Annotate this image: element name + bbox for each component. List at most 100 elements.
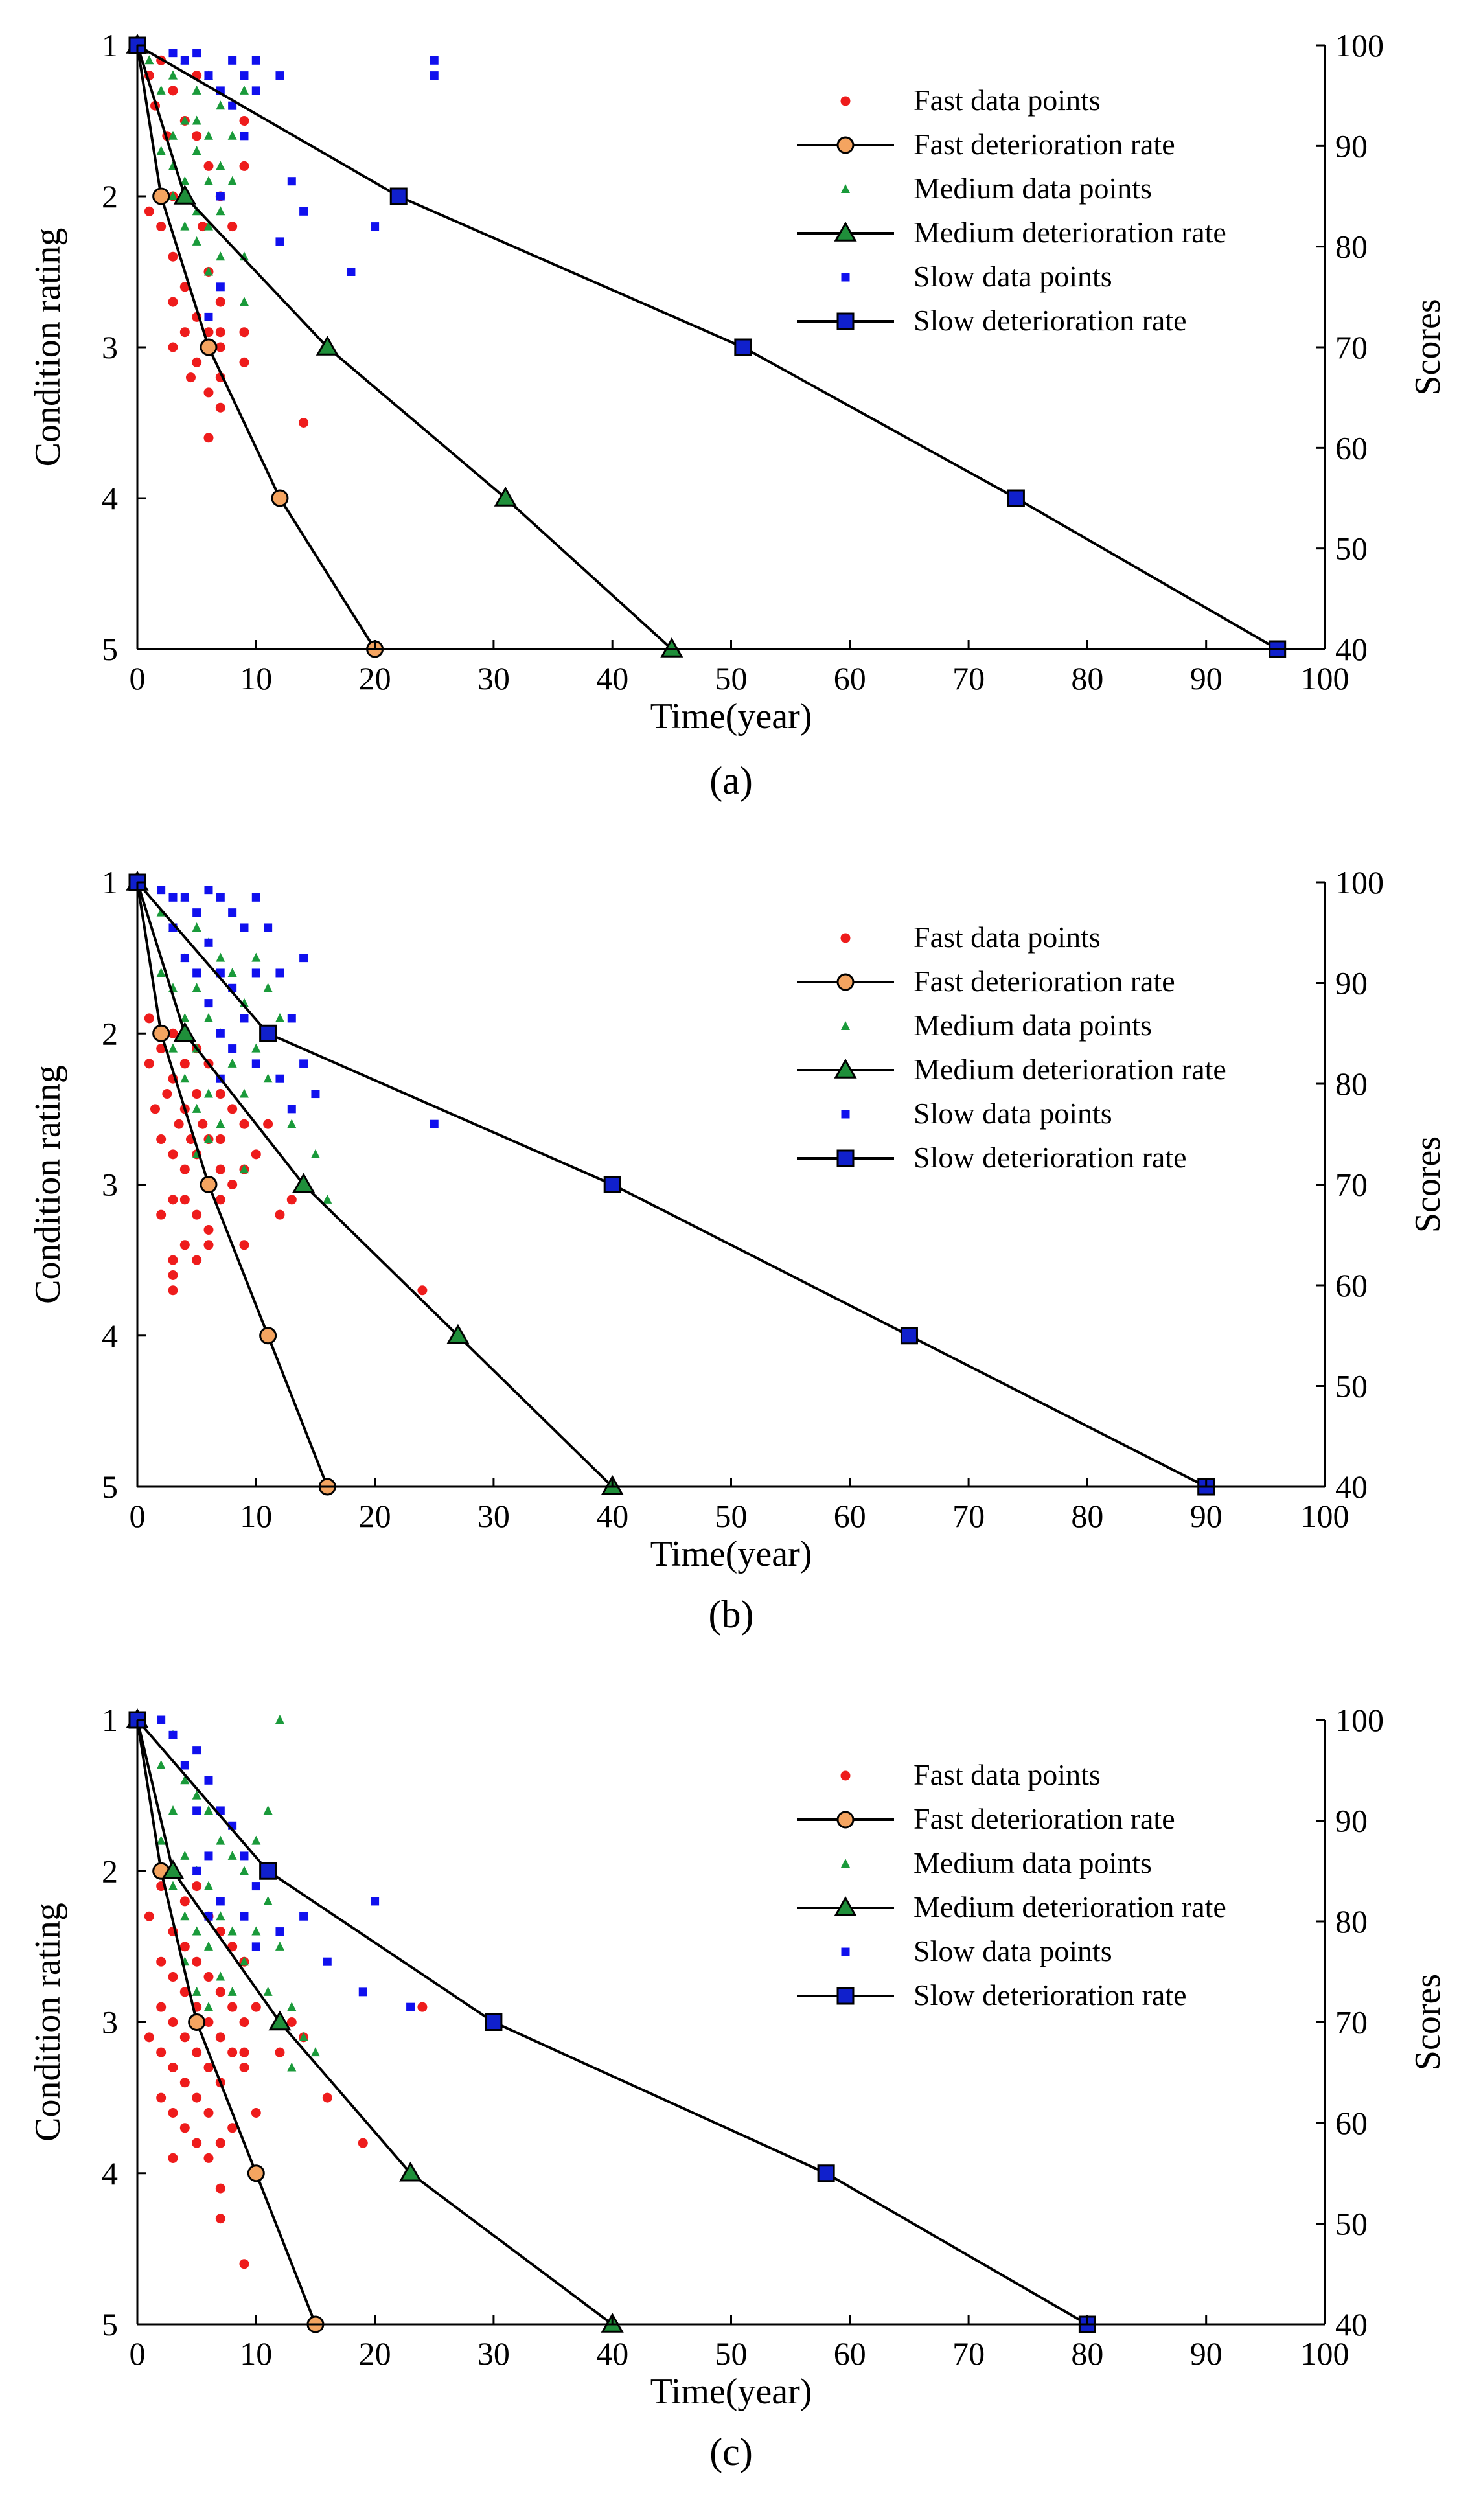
slow-data-point	[299, 207, 308, 216]
fast-data-point	[179, 1164, 190, 1174]
legend-label: Medium data points	[913, 1846, 1152, 1879]
medium-data-point	[216, 952, 225, 962]
y-tick-label-right: 90	[1335, 965, 1368, 1002]
x-tick-label: 10	[240, 1498, 272, 1534]
medium-data-point	[287, 2002, 297, 2011]
medium-data-point	[216, 1911, 225, 1921]
fast-data-point	[168, 2107, 178, 2118]
medium-data-point	[168, 1805, 178, 1815]
y-tick-label-left: 3	[102, 329, 118, 365]
legend-fast-point-symbol	[840, 1770, 851, 1781]
y-tick-label-right: 90	[1335, 1803, 1368, 1839]
y-tick-label-right: 100	[1335, 864, 1384, 900]
legend-item-fast-pts: Fast data points	[840, 84, 1101, 117]
legend-item-slow-line: Slow deterioration rate	[797, 1978, 1187, 2011]
slow-data-point	[157, 886, 166, 895]
y-tick-label-right: 50	[1335, 2206, 1368, 2242]
slow-data-point	[299, 1912, 308, 1921]
fast-data-point	[168, 2153, 178, 2163]
slow-data-point	[371, 222, 380, 231]
legend-item-fast-pts: Fast data points	[840, 1758, 1101, 1791]
medium-data-point	[227, 1926, 237, 1936]
fast-data-point	[239, 116, 249, 126]
y-tick-label-right: 100	[1335, 1702, 1384, 1738]
slow-data-point	[299, 954, 308, 963]
fast-data-point	[179, 1059, 190, 1069]
fast-data-point	[156, 2092, 167, 2103]
y-tick-label-right: 70	[1335, 329, 1368, 365]
medium-data-point	[251, 1926, 261, 1936]
panel-caption: (c)	[709, 2431, 753, 2473]
slow-data-point	[251, 1882, 260, 1891]
slow-data-point	[204, 312, 213, 321]
fast-data-point	[192, 2138, 202, 2148]
medium-data-point	[310, 2047, 320, 2057]
y-tick-label-left: 3	[102, 2004, 118, 2041]
medium-data-point	[180, 1073, 190, 1083]
y-tick-label-right: 40	[1335, 631, 1368, 667]
y-axis-title-right: Scores	[1408, 1974, 1448, 2070]
medium-deterioration-marker	[316, 335, 339, 356]
fast-data-point	[179, 1896, 190, 1907]
legend-item-med-pts: Medium data points	[841, 1009, 1152, 1042]
fast-data-point	[215, 297, 225, 307]
y-tick-label-left: 3	[102, 1167, 118, 1203]
fast-data-point	[168, 86, 178, 96]
fast-data-point	[239, 2062, 249, 2072]
x-tick-label: 40	[596, 2335, 628, 2372]
medium-data-point	[216, 161, 225, 170]
medium-data-point	[239, 1088, 249, 1098]
legend-slow-point-symbol	[841, 1110, 850, 1119]
fast-data-point	[215, 1089, 225, 1099]
fast-data-point	[162, 1089, 172, 1099]
medium-data-point	[216, 1971, 225, 1981]
y-tick-label-left: 1	[102, 1702, 118, 1738]
fast-data-point	[168, 1255, 178, 1265]
fast-data-point	[192, 1956, 202, 1967]
legend-fast-point-symbol	[840, 96, 851, 106]
slow-data-point	[251, 968, 260, 978]
x-tick-label: 20	[359, 2335, 391, 2372]
y-axis-title-right: Scores	[1408, 299, 1448, 395]
slow-data-point	[228, 1044, 237, 1053]
medium-data-point	[180, 1850, 190, 1860]
medium-data-point	[203, 1013, 213, 1022]
fast-data-point	[203, 1240, 214, 1250]
fast-deterioration-marker	[200, 338, 218, 356]
x-tick-label: 90	[1190, 1498, 1223, 1534]
fast-data-point	[417, 1285, 428, 1296]
legend-medium-point-symbol	[841, 1859, 850, 1868]
slow-data-point	[323, 1957, 332, 1966]
y-tick-label-left: 2	[102, 1853, 118, 1889]
x-tick-label: 80	[1071, 1498, 1103, 1534]
slow-data-point	[204, 886, 213, 895]
slow-data-point	[287, 1105, 296, 1114]
y-tick-label-right: 70	[1335, 2004, 1368, 2041]
medium-data-point	[239, 1164, 249, 1174]
fast-data-point	[192, 2047, 202, 2057]
x-tick-label: 10	[240, 2335, 272, 2372]
fast-data-point	[144, 2032, 154, 2043]
slow-data-point	[168, 1730, 178, 1739]
medium-data-point	[203, 221, 213, 231]
medium-data-point	[203, 2002, 213, 2011]
slow-data-point	[192, 1746, 201, 1755]
legend-medium-marker-symbol	[834, 221, 857, 242]
slow-data-point	[180, 1761, 189, 1770]
x-tick-label: 0	[130, 660, 146, 696]
fast-deterioration-marker	[200, 1176, 218, 1193]
y-tick-label-right: 70	[1335, 1167, 1368, 1203]
medium-data-point	[263, 1986, 273, 1996]
fast-data-point	[227, 2123, 238, 2133]
fast-data-point	[144, 1911, 154, 1921]
fast-data-point	[192, 357, 202, 367]
fast-data-point	[215, 2183, 225, 2194]
slow-data-point	[251, 56, 260, 65]
x-tick-label: 60	[834, 1498, 866, 1534]
fast-data-point	[215, 342, 225, 352]
medium-deterioration-marker	[446, 1323, 470, 1344]
medium-data-point	[192, 115, 201, 125]
fast-data-point	[144, 206, 154, 216]
fast-data-point	[203, 387, 214, 398]
medium-data-point	[168, 1881, 178, 1890]
